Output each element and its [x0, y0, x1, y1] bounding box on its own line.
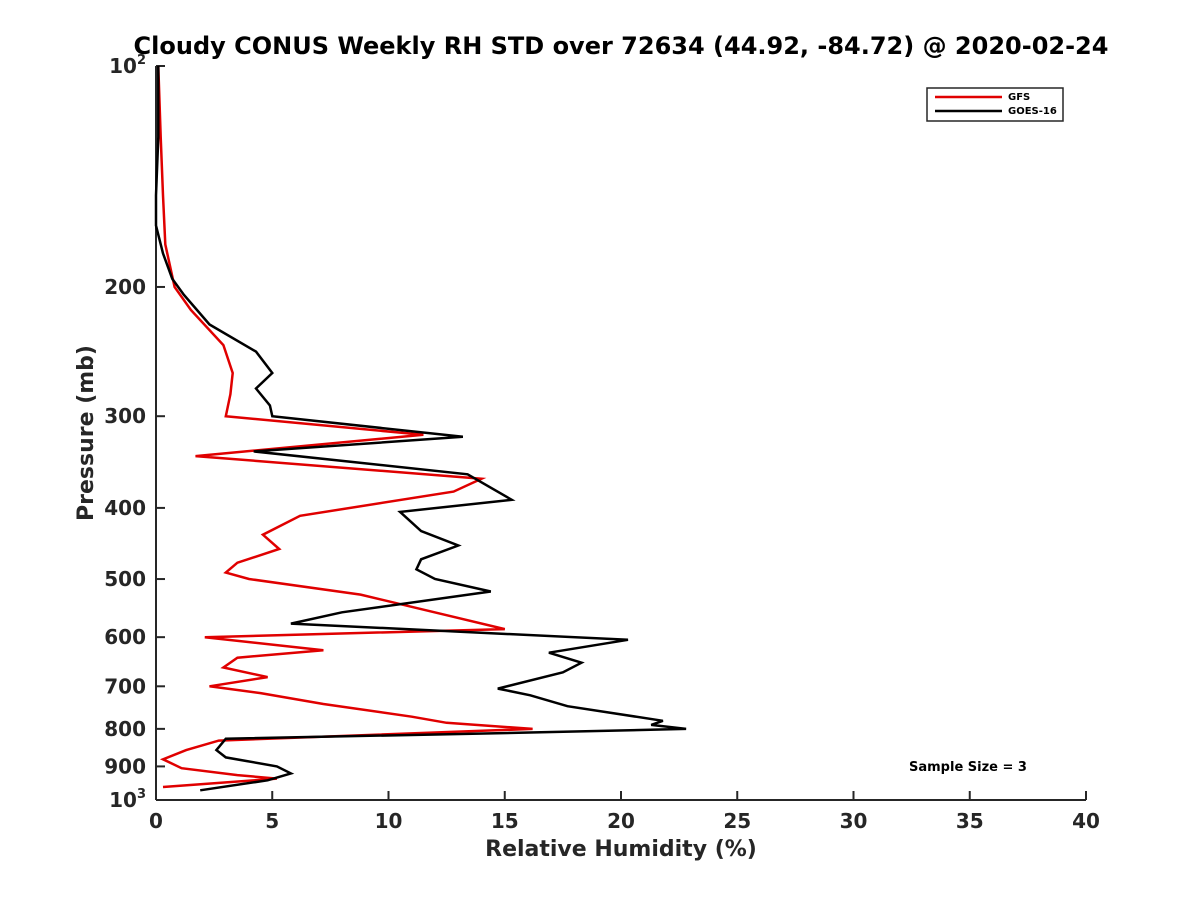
x-tick-label: 5: [265, 809, 279, 833]
y-tick-label: 200: [104, 275, 146, 299]
y-tick-base: 400: [104, 496, 146, 520]
y-tick-base: 700: [104, 674, 146, 698]
x-tick-label: 25: [723, 809, 751, 833]
y-tick-base: 10: [109, 54, 137, 78]
y-tick-base: 800: [104, 717, 146, 741]
series-line-gfs: [157, 65, 533, 789]
legend: GFS GOES-16: [926, 87, 1064, 122]
y-tick-base: 600: [104, 625, 146, 649]
y-tick-base: 10: [109, 788, 137, 812]
legend-box: [926, 87, 1064, 122]
y-tick-label: 103: [109, 787, 146, 812]
y-tick-base: 500: [104, 567, 146, 591]
x-tick-label: 10: [375, 809, 403, 833]
x-tick-label: 40: [1072, 809, 1100, 833]
y-tick-label: 400: [104, 496, 146, 520]
series-line-goes16: [154, 66, 687, 792]
legend-label-gfs: GFS: [1008, 92, 1030, 103]
legend-label-goes16: GOES-16: [1008, 106, 1057, 117]
x-axis-ticks: 0 5 10 15 20 25 30 35 40: [149, 791, 1100, 833]
x-tick-label: 20: [607, 809, 635, 833]
y-tick-label: 700: [104, 674, 146, 698]
x-tick-label: 15: [491, 809, 519, 833]
sample-size-annotation: Sample Size = 3: [909, 760, 1027, 775]
x-axis-label: Relative Humidity (%): [485, 837, 757, 862]
y-tick-label: 600: [104, 625, 146, 649]
axes: [155, 66, 1086, 801]
y-tick-label: 102: [109, 53, 146, 78]
y-tick-base: 200: [104, 275, 146, 299]
y-tick-exponent: 2: [137, 53, 146, 68]
chart-title: Cloudy CONUS Weekly RH STD over 72634 (4…: [134, 32, 1109, 60]
y-tick-base: 300: [104, 404, 146, 428]
x-tick-label: 0: [149, 809, 163, 833]
y-tick-exponent: 3: [137, 787, 146, 802]
y-tick-label: 500: [104, 567, 146, 591]
y-tick-label: 900: [104, 754, 146, 778]
plot-lines: [154, 65, 687, 792]
x-tick-label: 35: [956, 809, 984, 833]
y-tick-base: 900: [104, 754, 146, 778]
y-tick-label: 300: [104, 404, 146, 428]
y-tick-label: 800: [104, 717, 146, 741]
y-axis-label: Pressure (mb): [74, 345, 99, 521]
x-tick-label: 30: [840, 809, 868, 833]
